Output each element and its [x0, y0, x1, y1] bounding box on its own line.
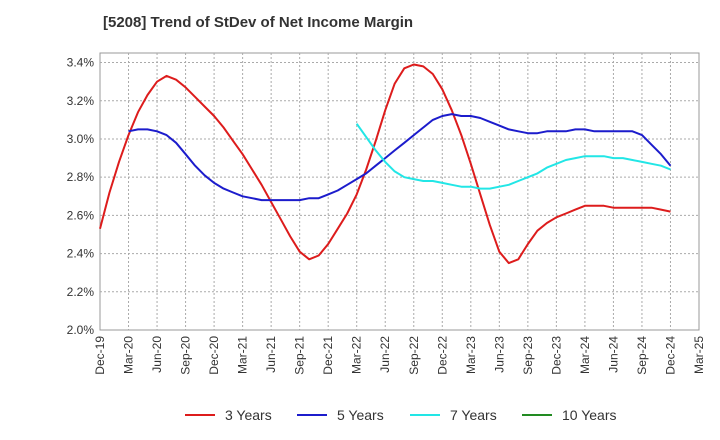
legend-item-7-years: 7 Years — [410, 404, 497, 426]
axis-tick-labels: Dec-19 Mar-20 Jun-20 Sep-20 Dec-20 Mar-21 Jun-… — [67, 56, 706, 375]
y-tick-label: 2.8% — [67, 170, 95, 184]
x-tick-label: Dec-24 — [663, 336, 677, 375]
x-tick-label: Dec-22 — [435, 336, 449, 375]
y-tick-label: 2.6% — [67, 208, 95, 222]
x-tick-label: Dec-19 — [93, 336, 107, 375]
legend-label-7-years: 7 Years — [450, 407, 497, 423]
legend-label-10-years: 10 Years — [562, 407, 617, 423]
legend-label-3-years: 3 Years — [225, 407, 272, 423]
x-tick-label: Dec-21 — [321, 336, 335, 375]
x-tick-label: Sep-23 — [521, 336, 535, 375]
x-tick-label: Mar-21 — [236, 336, 250, 374]
legend-swatch-10-years — [522, 414, 552, 416]
y-tick-label: 2.0% — [67, 323, 95, 337]
legend-label-5-years: 5 Years — [337, 407, 384, 423]
x-tick-label: Mar-23 — [464, 336, 478, 374]
y-tick-label: 3.4% — [67, 56, 95, 70]
y-tick-label: 2.2% — [67, 285, 95, 299]
legend-item-3-years: 3 Years — [185, 404, 272, 426]
legend-item-5-years: 5 Years — [297, 404, 384, 426]
x-tick-label: Sep-22 — [407, 336, 421, 375]
x-tick-label: Mar-22 — [350, 336, 364, 374]
legend-item-10-years: 10 Years — [522, 404, 617, 426]
x-tick-label: Jun-23 — [492, 336, 506, 373]
x-tick-label: Jun-22 — [378, 336, 392, 373]
x-tick-label: Sep-21 — [293, 336, 307, 375]
x-tick-label: Jun-20 — [150, 336, 164, 373]
plot-area — [99, 52, 700, 331]
series-lines — [99, 63, 672, 265]
x-tick-label: Sep-24 — [635, 336, 649, 375]
y-tick-label: 3.0% — [67, 132, 95, 146]
x-tick-label: Jun-24 — [606, 336, 620, 373]
legend-swatch-7-years — [410, 414, 440, 416]
series-line-7-years — [355, 123, 671, 190]
chart-title: [5208] Trend of StDev of Net Income Marg… — [103, 14, 414, 31]
x-tick-label: Sep-20 — [179, 336, 193, 375]
legend-swatch-5-years — [297, 414, 327, 416]
y-tick-label: 2.4% — [67, 247, 95, 261]
x-tick-label: Dec-20 — [207, 336, 221, 375]
x-tick-label: Jun-21 — [264, 336, 278, 373]
series-line-3-years — [99, 63, 671, 265]
x-tick-label: Mar-25 — [692, 336, 706, 374]
x-tick-label: Mar-20 — [122, 336, 136, 374]
legend-swatch-3-years — [185, 414, 215, 416]
series-line-5-years — [128, 113, 672, 202]
y-tick-label: 3.2% — [67, 94, 95, 108]
x-tick-label: Mar-24 — [578, 336, 592, 374]
x-tick-label: Dec-23 — [549, 336, 563, 375]
legend: 3 Years 5 Years 7 Years 10 Years — [0, 404, 720, 426]
